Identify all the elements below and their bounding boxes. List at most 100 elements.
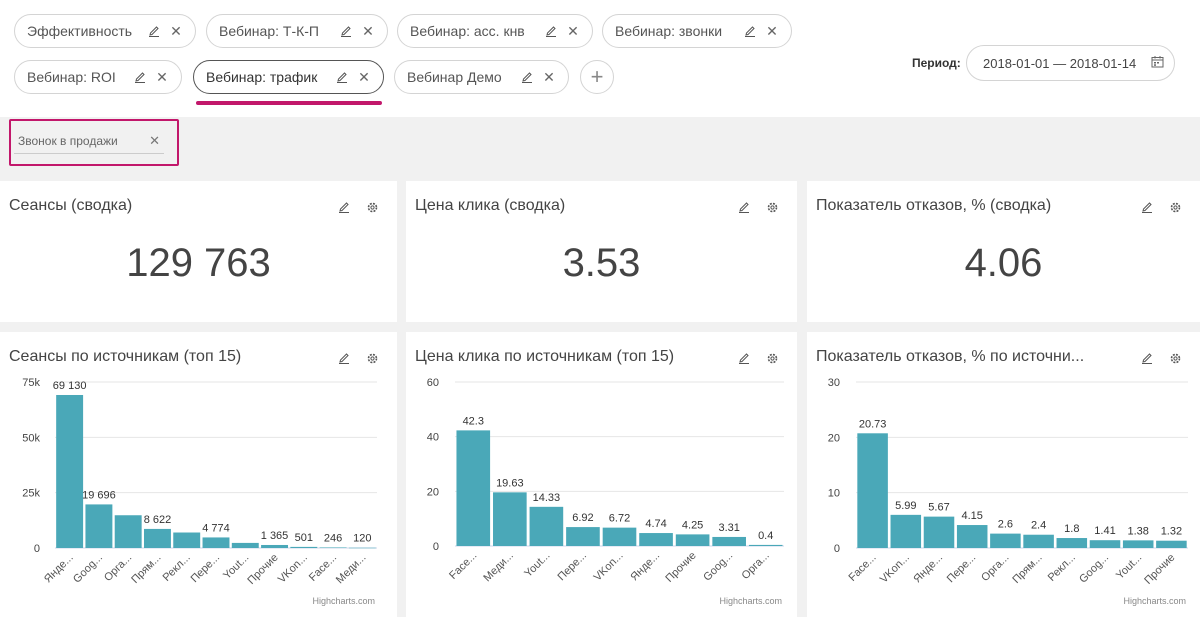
- data-label: 6.92: [572, 512, 593, 524]
- bar[interactable]: [566, 527, 600, 546]
- bar-chart: 0 10 20 30 20.73 Face... 5.99 VKon... 5.67 Янде..…: [828, 377, 1188, 606]
- y-tick-label: 30: [828, 377, 840, 389]
- y-tick-label: 50k: [22, 432, 40, 444]
- x-tick-label: Меди...: [334, 552, 369, 587]
- gear-icon[interactable]: [1168, 200, 1182, 214]
- bar[interactable]: [712, 536, 746, 546]
- x-tick-label: Пере...: [556, 550, 590, 584]
- pencil-icon[interactable]: [147, 24, 161, 38]
- chart-credit[interactable]: Highcharts.com: [719, 596, 782, 606]
- bar[interactable]: [1122, 540, 1154, 548]
- pencil-icon[interactable]: [743, 24, 757, 38]
- bar[interactable]: [890, 514, 922, 548]
- bar[interactable]: [114, 515, 142, 548]
- x-tick-label: Yout...: [522, 550, 552, 580]
- bar[interactable]: [319, 547, 347, 548]
- chart-credit[interactable]: Highcharts.com: [312, 596, 375, 606]
- tab-webinar-demo[interactable]: Вебинар Демо ✕: [394, 60, 569, 94]
- data-label: 3.31: [718, 522, 739, 534]
- close-icon[interactable]: ✕: [149, 132, 160, 148]
- bar[interactable]: [675, 534, 710, 546]
- data-label: 69 130: [53, 380, 87, 392]
- bar[interactable]: [923, 516, 955, 548]
- x-tick-label: Прям...: [129, 552, 163, 586]
- close-icon[interactable]: ✕: [358, 68, 370, 85]
- x-tick-label: Рекл...: [1046, 552, 1078, 584]
- chart-card-sessions: Сеансы по источникам (топ 15) 0 25k 50k 75k…: [0, 332, 397, 617]
- pencil-icon[interactable]: [544, 24, 558, 38]
- period-value: 2018-01-01 — 2018-01-14: [983, 55, 1137, 71]
- calendar-icon[interactable]: [1151, 55, 1164, 71]
- bar-chart: 0 20 40 60 42.3 Face... 19.63 Меди... 14.33 Yout.…: [427, 377, 784, 606]
- bar[interactable]: [956, 525, 988, 548]
- add-tab-button[interactable]: +: [580, 60, 614, 94]
- x-tick-label: Прочие: [245, 552, 280, 587]
- bar[interactable]: [639, 533, 673, 546]
- bar[interactable]: [143, 528, 171, 548]
- tab-webinar-tkp[interactable]: Вебинар: Т-К-П ✕: [206, 14, 388, 48]
- y-tick-label: 0: [433, 541, 439, 553]
- gear-icon[interactable]: [365, 200, 379, 214]
- tab-webinar-ass-knv[interactable]: Вебинар: асс. кнв ✕: [397, 14, 593, 48]
- bar[interactable]: [493, 492, 527, 546]
- bar[interactable]: [990, 533, 1021, 548]
- tab-label: Вебинар: Т-К-П: [219, 23, 319, 39]
- pencil-icon[interactable]: [335, 70, 349, 84]
- bar[interactable]: [1023, 534, 1054, 548]
- x-tick-label: Goog...: [1077, 552, 1111, 586]
- gear-icon[interactable]: [1168, 351, 1182, 365]
- summary-value: 129 763: [126, 241, 271, 285]
- card-title: Показатель отказов, % (сводка): [816, 197, 1052, 214]
- pencil-icon[interactable]: [339, 24, 353, 38]
- pencil-icon[interactable]: [1140, 351, 1154, 365]
- pencil-icon[interactable]: [337, 351, 351, 365]
- bar[interactable]: [748, 544, 783, 546]
- bar[interactable]: [1156, 540, 1187, 548]
- close-icon[interactable]: ✕: [567, 22, 579, 39]
- bar[interactable]: [56, 394, 84, 548]
- x-tick-label: Face...: [447, 550, 479, 582]
- close-icon[interactable]: ✕: [766, 22, 778, 39]
- gear-icon[interactable]: [765, 351, 779, 365]
- data-label: 1.8: [1064, 523, 1079, 535]
- pencil-icon[interactable]: [133, 70, 147, 84]
- bar[interactable]: [529, 506, 564, 546]
- bar[interactable]: [261, 544, 289, 548]
- period-date-picker[interactable]: 2018-01-01 — 2018-01-14: [966, 45, 1175, 81]
- pencil-icon[interactable]: [337, 200, 351, 214]
- tab-webinar-calls[interactable]: Вебинар: звонки ✕: [602, 14, 792, 48]
- bar[interactable]: [173, 532, 201, 548]
- filter-chip[interactable]: Звонок в продажи ✕: [14, 128, 164, 154]
- bar[interactable]: [290, 546, 318, 548]
- gear-icon[interactable]: [765, 200, 779, 214]
- y-tick-label: 25k: [22, 488, 40, 500]
- bar[interactable]: [85, 504, 113, 548]
- close-icon[interactable]: ✕: [543, 68, 555, 85]
- pencil-icon[interactable]: [1140, 200, 1154, 214]
- bar[interactable]: [348, 547, 376, 549]
- x-tick-label: VKon...: [592, 550, 626, 584]
- data-label: 2.4: [1031, 520, 1046, 532]
- period-label: Период:: [912, 56, 961, 70]
- pencil-icon[interactable]: [737, 200, 751, 214]
- chart-credit[interactable]: Highcharts.com: [1123, 596, 1186, 606]
- tab-webinar-traffic[interactable]: Вебинар: трафик ✕: [193, 60, 384, 94]
- x-tick-label: Пере...: [189, 552, 223, 586]
- bar[interactable]: [1089, 540, 1121, 548]
- close-icon[interactable]: ✕: [170, 22, 182, 39]
- close-icon[interactable]: ✕: [362, 22, 374, 39]
- bar[interactable]: [202, 537, 230, 548]
- bar[interactable]: [1056, 538, 1088, 548]
- x-tick-label: Пере...: [945, 552, 979, 586]
- pencil-icon[interactable]: [520, 70, 534, 84]
- tab-webinar-roi[interactable]: Вебинар: ROI ✕: [14, 60, 182, 94]
- close-icon[interactable]: ✕: [156, 68, 168, 85]
- x-tick-label: Goog...: [701, 550, 735, 584]
- bar[interactable]: [231, 542, 259, 548]
- pencil-icon[interactable]: [737, 351, 751, 365]
- bar[interactable]: [456, 430, 491, 546]
- bar[interactable]: [857, 433, 888, 548]
- tab-effectiveness[interactable]: Эффективность ✕: [14, 14, 196, 48]
- gear-icon[interactable]: [365, 351, 379, 365]
- bar[interactable]: [602, 527, 637, 546]
